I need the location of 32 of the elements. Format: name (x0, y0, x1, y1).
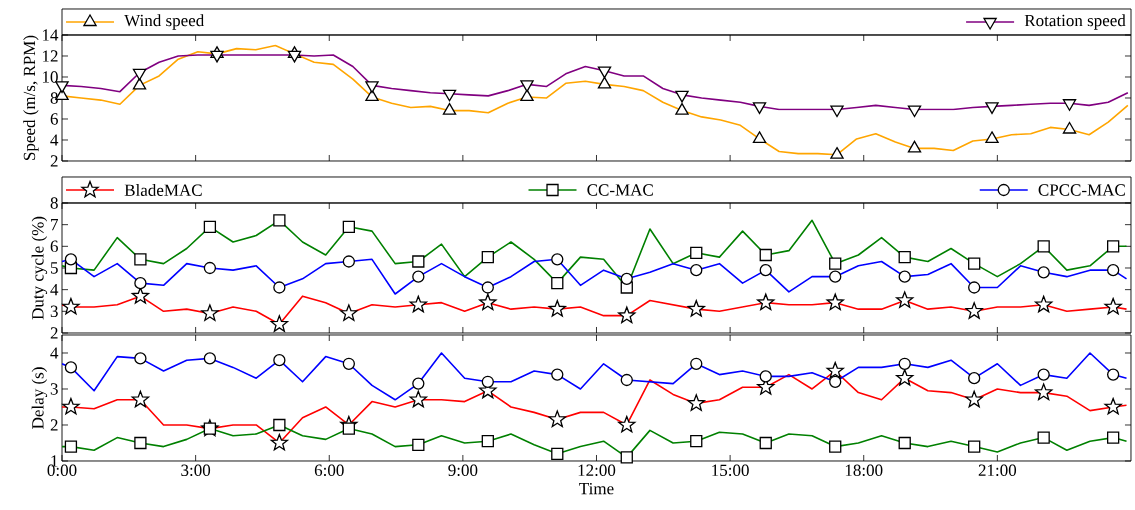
y-tick-label: 2 (50, 155, 58, 167)
x-tick-label: 6:00 (314, 464, 344, 477)
y-tick-label: 3 (50, 383, 58, 395)
y-tick-label: 7 (51, 219, 58, 231)
y-tick-label: 8 (50, 197, 58, 209)
y-axis-title: Duty cycle (%) (31, 216, 48, 320)
legend-label: Rotation speed (1024, 14, 1126, 30)
legend-label: CC-MAC (587, 184, 653, 196)
x-tick-label: 9:00 (448, 464, 478, 477)
y-tick-label: 4 (50, 347, 59, 359)
x-axis-title: Time (579, 482, 614, 495)
y-axis-title: Speed (m/s, RPM) (23, 35, 39, 160)
y-tick-label: 12 (42, 50, 58, 62)
x-tick-label: 3:00 (181, 464, 211, 477)
legend-label: BladeMAC (124, 184, 202, 196)
y-tick-label: 4 (50, 134, 59, 146)
y-tick-label: 3 (50, 305, 58, 318)
y-tick-label: 2 (50, 327, 58, 339)
y-tick-label: 5 (50, 262, 58, 274)
y-tick-label: 2 (50, 419, 58, 431)
x-tick-label: 15:00 (712, 464, 749, 477)
legend-label: CPCC-MAC (1038, 184, 1125, 196)
x-tick-label: 18:00 (845, 464, 883, 477)
x-tick-label: 12:00 (578, 464, 616, 477)
y-tick-label: 10 (42, 71, 58, 83)
legend-label: Wind speed (124, 14, 205, 30)
y-tick-label: 6 (50, 113, 58, 125)
y-tick-label: 4 (50, 284, 59, 296)
y-tick-label: 14 (42, 29, 59, 41)
y-tick-label: 6 (50, 240, 58, 253)
y-axis-title: Delay (s) (31, 367, 48, 429)
x-tick-label: 21:00 (978, 464, 1017, 477)
